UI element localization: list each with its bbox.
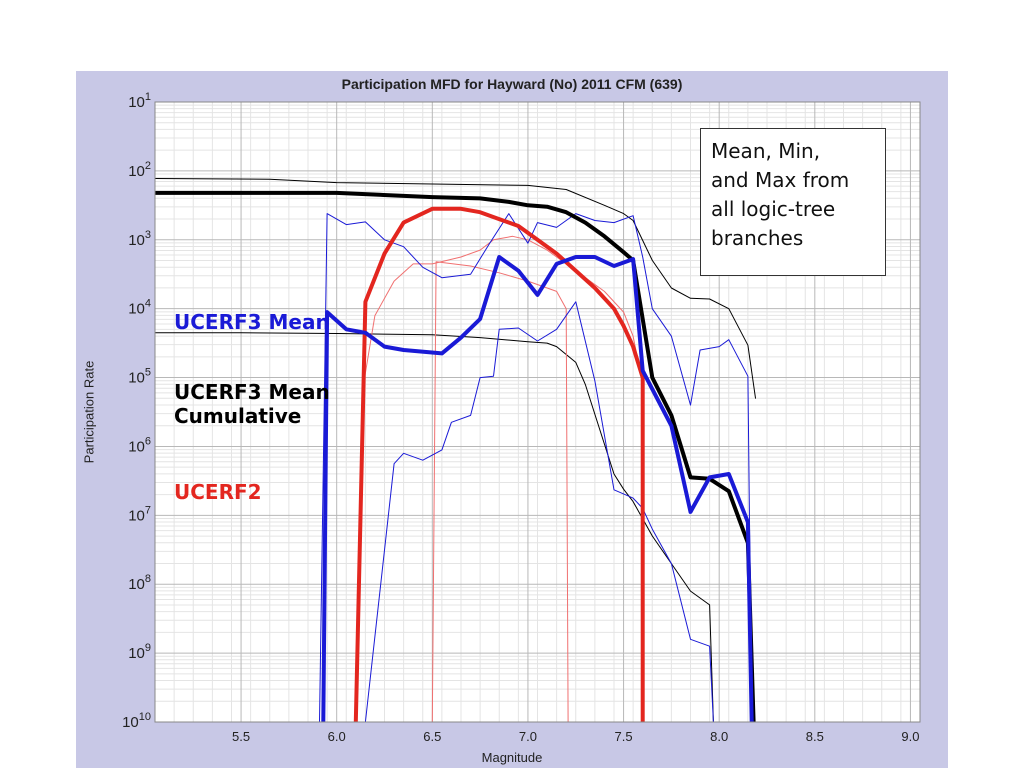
series-line-ucerf2-max [363,235,644,385]
tick-labels: 5.5 6.0 6.5 7.0 7.5 8.0 8.5 9.0 101 102 103 104 105 1… [122,91,919,744]
x-tick-label: 7.5 [615,729,633,744]
x-tick-label: 6.5 [423,729,441,744]
y-tick-label: 1010 [122,711,151,731]
series-group [155,178,756,722]
label-ucerf2: UCERF2 [174,480,262,504]
series-line-ucerf2-min [431,261,569,722]
label-ucerf3-mean: UCERF3 Mean [174,310,330,334]
y-axis-label: Participation Rate [81,360,97,464]
y-tick-label: 102 [128,160,151,180]
plot-frame [154,101,921,723]
x-tick-label: 7.0 [519,729,537,744]
y-tick-label: 103 [128,229,151,249]
x-tick-label: 5.5 [232,729,250,744]
note-box: Mean, Min, and Max from all logic-tree b… [700,128,886,276]
label-ucerf3-mean-cumulative: UCERF3 Mean Cumulative [174,380,354,428]
series-line-ucerf2-mean [353,206,645,722]
y-tick-label: 105 [128,367,151,387]
note-line-4: branches [711,226,804,250]
y-tick-label: 108 [128,573,151,593]
x-axis-label: Magnitude [481,750,543,765]
label-ucerf3-cum-line1: UCERF3 Mean [174,380,330,404]
series-line-ucerf3-cum-min [155,332,714,722]
y-tick-label: 101 [128,91,151,111]
note-line-1: Mean, Min, [711,139,821,163]
x-tick-label: 9.0 [901,729,919,744]
y-tick-label: 107 [128,504,151,524]
chart-title: Participation MFD for Hayward (No) 2011 … [341,76,683,92]
y-tick-label: 109 [128,642,151,662]
series-line-ucerf3-cum [155,190,756,722]
grid [154,101,921,723]
label-ucerf3-cum-line2: Cumulative [174,404,302,428]
x-tick-label: 8.0 [710,729,728,744]
x-tick-label: 6.0 [328,729,346,744]
note-line-3: all logic-tree [711,197,836,221]
note-line-2: and Max from [711,168,850,192]
y-tick-label: 106 [128,435,151,455]
series-line-ucerf3-min [364,301,714,722]
y-tick-label: 104 [128,298,151,318]
series-line-ucerf3-mean [321,255,754,722]
x-tick-label: 8.5 [806,729,824,744]
